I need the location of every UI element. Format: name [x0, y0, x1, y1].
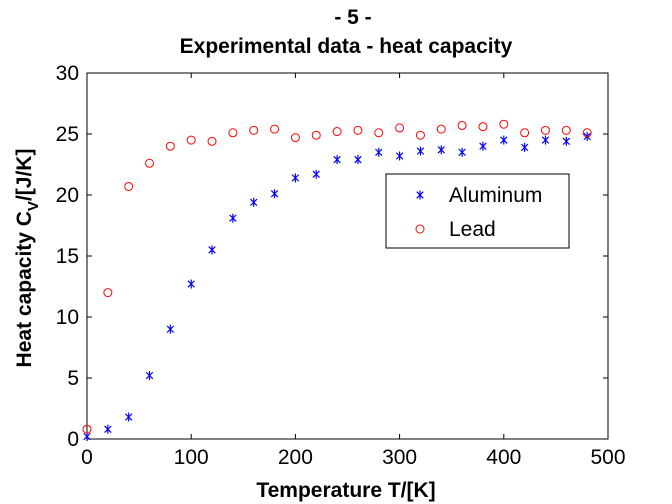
lead-point	[82, 424, 92, 434]
aluminum-point	[562, 136, 571, 146]
y-axis-label-subscript: V	[25, 201, 42, 211]
x-tick-label: 100	[174, 446, 209, 469]
lead-point	[228, 128, 238, 138]
aluminum-point	[166, 324, 175, 334]
y-axis-label-main: Heat capacity C	[13, 211, 36, 367]
y-tick-label: 0	[67, 428, 79, 451]
aluminum-point	[208, 245, 216, 255]
x-axis: 0 100 200 300 400 500	[81, 73, 626, 469]
legend-marker-aluminum	[416, 190, 424, 200]
lead-point	[561, 125, 571, 135]
chart-title-line1: - 5 -	[334, 6, 371, 29]
y-axis: 0 5 10 15 20 25 30	[56, 62, 608, 451]
y-tick-label: 30	[56, 62, 79, 85]
lead-point	[165, 141, 175, 151]
aluminum-point	[124, 412, 133, 422]
aluminum-point	[187, 279, 195, 289]
y-tick-label: 5	[67, 367, 79, 390]
aluminum-point	[291, 173, 300, 183]
aluminum-point	[375, 147, 383, 157]
lead-point	[582, 128, 592, 138]
legend-marker-lead	[415, 224, 425, 234]
aluminum-point	[437, 145, 446, 155]
aluminum-point	[520, 142, 529, 152]
legend-label-aluminum: Aluminum	[449, 184, 542, 207]
y-tick-label: 10	[56, 306, 79, 329]
lead-point	[499, 119, 509, 129]
aluminum-point	[541, 135, 550, 145]
aluminum-point	[458, 147, 466, 157]
aluminum-point	[500, 135, 508, 145]
aluminum-point	[479, 141, 487, 151]
lead-point	[395, 123, 405, 133]
lead-point	[270, 124, 280, 134]
y-tick-label: 20	[56, 184, 79, 207]
lead-point	[520, 128, 530, 138]
x-tick-label: 0	[81, 446, 93, 469]
lead-point	[374, 128, 384, 138]
lead-point	[478, 122, 488, 132]
aluminum-point	[270, 189, 279, 199]
lead-point	[540, 125, 550, 135]
y-tick-label: 25	[56, 123, 79, 146]
x-tick-label: 400	[486, 446, 521, 469]
y-axis-label: Heat capacity CV/[J/K]	[13, 149, 42, 368]
lead-point	[145, 158, 155, 168]
lead-point	[436, 124, 446, 134]
lead-point	[207, 136, 217, 146]
lead-point	[290, 133, 300, 143]
aluminum-point	[333, 155, 341, 165]
lead-point	[415, 130, 425, 140]
aluminum-point	[229, 213, 237, 223]
lead-point	[353, 125, 363, 135]
y-tick-label: 15	[56, 245, 79, 268]
x-axis-label: Temperature T/[K]	[256, 479, 435, 502]
x-tick-label: 200	[278, 446, 313, 469]
lead-point	[249, 125, 259, 135]
legend-label-lead: Lead	[449, 218, 496, 241]
lead-point	[186, 135, 196, 145]
chart-title-line2: Experimental data - heat capacity	[180, 35, 513, 58]
legend-marker	[415, 224, 425, 234]
plot-area	[86, 72, 609, 440]
legend-marker	[416, 190, 424, 200]
legend-box	[385, 173, 570, 249]
lead-point	[457, 120, 467, 130]
y-axis-label-unit: /[J/K]	[13, 149, 36, 202]
lead-point	[103, 288, 113, 298]
data-points	[82, 119, 592, 442]
x-tick-label: 500	[590, 446, 625, 469]
x-tick-label: 300	[382, 446, 417, 469]
lead-point	[332, 127, 342, 137]
lead-point	[311, 130, 321, 140]
legend: Aluminum Lead	[385, 173, 570, 249]
lead-point	[124, 181, 134, 191]
aluminum-point	[145, 371, 154, 381]
aluminum-point	[249, 197, 258, 207]
aluminum-point	[416, 146, 425, 156]
aluminum-point	[354, 155, 362, 165]
aluminum-point	[312, 169, 320, 179]
aluminum-point	[395, 151, 404, 161]
aluminum-point	[104, 424, 112, 434]
